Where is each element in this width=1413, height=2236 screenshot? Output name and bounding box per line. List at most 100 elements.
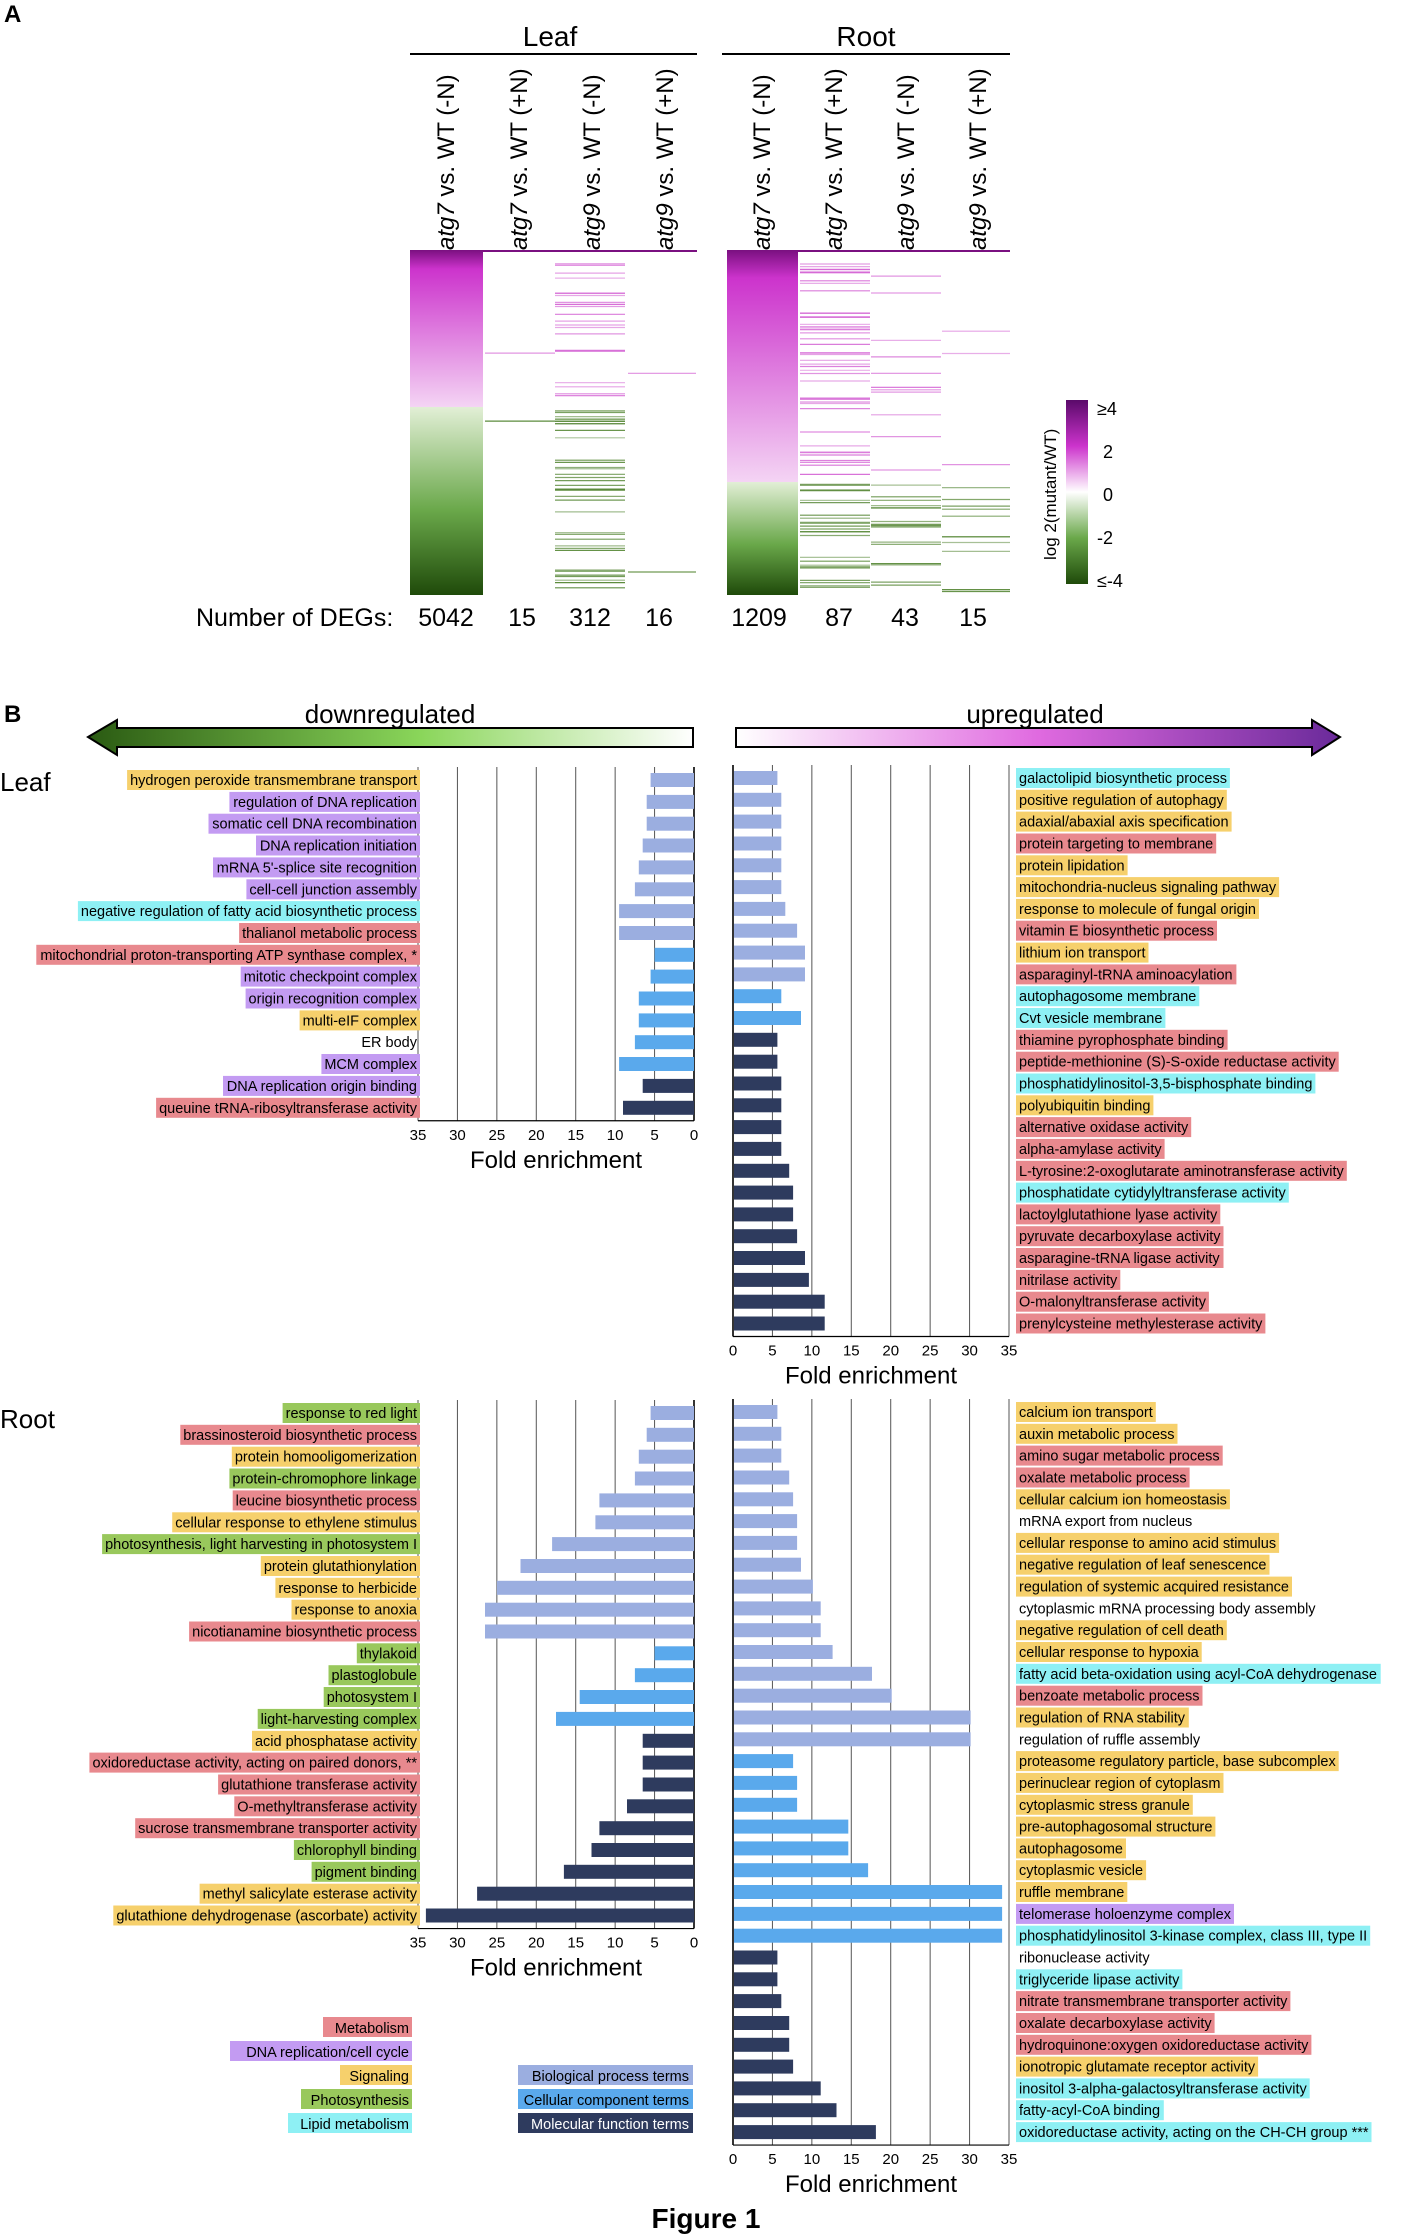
bar-label-highlight [1016,1204,1221,1225]
bar-label-highlight [1016,1751,1339,1772]
bar-label-highlight [240,966,420,987]
bar-label-highlight [1016,1029,1228,1050]
bar-label: fatty acid beta-oxidation using acyl-CoA… [1019,1667,1377,1683]
bar [734,1185,794,1200]
bar-label-highlight [1016,2100,1164,2121]
panel-b-label: B [4,701,21,728]
axis-tick-label: 25 [922,2151,939,2168]
bar [650,969,694,984]
axis-tick-label: 25 [489,1935,506,1952]
legend-text: Photosynthesis [311,2093,409,2109]
bar [634,1668,694,1683]
bar-label-highlight [1016,2034,1312,2055]
bar-label: asparaginyl-tRNA aminoacylation [1019,967,1233,983]
bar [734,1797,798,1812]
heatmap-leaf: Leaf atg7 vs. WT (-N) atg7 vs. WT (+N) a… [410,21,697,595]
bar-label-highlight [1016,833,1217,854]
bar [520,1559,694,1573]
bar-label: benzoate metabolic process [1019,1689,1200,1705]
bar [642,1733,694,1748]
bar-label: prenylcysteine methylesterase activity [1019,1317,1263,1333]
bar-label-highlight [229,1468,420,1489]
chart-1: 0 5 10 15 20 25 30 35 Fold enrichment galactolipi… [729,765,1347,1390]
bar [642,1777,694,1792]
degs-count: 15 [959,604,987,632]
bar-label: O-methyltransferase activity [237,1799,417,1815]
bar-label-highlight [1016,1663,1381,1684]
bar [734,901,786,916]
bar-label: chlorophyll binding [297,1843,417,1859]
axis-tick-label: 20 [528,1127,545,1144]
heatmap-column-label: atg7 vs. WT (+N) [821,68,848,250]
bar-label-highlight [1016,1402,1156,1422]
x-axis-title: Fold enrichment [470,1147,642,1174]
bar-label: autophagosome membrane [1019,989,1196,1005]
bar-label: galactolipid biosynthetic process [1019,771,1227,787]
legend-swatch-cc [518,2089,693,2109]
bar [734,1294,825,1309]
figure-title: Figure 1 [652,2203,761,2234]
colorbar-gradient [1066,400,1088,584]
bar [734,1405,778,1419]
bar-label-highlight [36,944,421,965]
bar-label-highlight [239,923,420,943]
axis-tick-label: 0 [690,1127,698,1144]
bar-label: telomerase holoenzyme complex [1019,1907,1232,1923]
heatmap-stripes [485,263,696,589]
bar [734,2125,876,2140]
bar-label: phosphatidylinositol 3-kinase complex, c… [1019,1929,1367,1945]
bar-label: light-harvesting complex [261,1712,418,1728]
bar-label-highlight [252,1730,420,1751]
bar-label-highlight [89,1752,421,1773]
bar-label-highlight [1016,986,1200,1007]
chart-0: 0 5 10 15 20 25 30 35 Fold enrichment hydrogen pe… [36,767,698,1174]
bar-label: inositol 3-alpha-galactosyltransferase a… [1019,2081,1307,2097]
degs-count: 87 [825,604,853,632]
bar-label: peptide-methionine (S)-S-oxide reductase… [1019,1055,1336,1071]
root-group-label: Root [836,21,895,52]
degs-count: 312 [569,604,611,632]
bar-label-highlight [1016,1467,1190,1488]
axis-tick-label: 15 [843,1343,860,1360]
bar-label-highlight [1016,1226,1224,1247]
bar-label: cellular response to amino acid stimulus [1019,1536,1276,1552]
bar [734,1032,778,1047]
bar-label-highlight [1016,2122,1372,2143]
heatmap-root: Root atg7 vs. WT (-N) atg7 vs. WT (+N) a… [722,21,1010,595]
bar [579,1690,694,1704]
term-type-legend: Biological process terms Cellular compon… [518,2065,693,2133]
bar-label-highlight [1016,1248,1224,1268]
bar-label: polyubiquitin binding [1019,1098,1150,1114]
bar-label: oxidoreductase activity, acting on the C… [1019,2125,1369,2141]
bar-label: mitotic checkpoint complex [244,970,418,986]
bar-label-highlight [1016,877,1280,898]
bar-label-highlight [323,1687,420,1707]
bar [734,1950,778,1965]
bar [734,1928,1003,1943]
axis-tick-label: 0 [729,1343,737,1360]
bar [734,814,782,829]
bar-label-highlight [1016,1117,1192,1138]
axis-tick-label: 10 [607,1935,624,1952]
bar [734,1863,869,1878]
legend-text: DNA replication/cell cycle [246,2045,409,2061]
bar [734,2016,790,2030]
bar [496,1580,694,1595]
bar-label: regulation of DNA replication [233,795,417,811]
bar-label-highlight [1016,1794,1193,1815]
bar-label-highlight [218,1774,420,1795]
bar-label: ionotropic glutamate receptor activity [1019,2060,1256,2076]
heatmap-column-label: atg9 vs. WT (+N) [965,68,992,250]
bar-label: phosphatidate cytidylyltransferase activ… [1019,1186,1287,1202]
bar-label-highlight [102,1534,420,1555]
bar [734,2103,837,2118]
bar [654,947,694,962]
bar-label-highlight [1016,2056,1259,2077]
bar-label: glutathione transferase activity [221,1778,418,1794]
bar-label-highlight [127,770,420,790]
bar [646,1427,694,1442]
bar-label: MCM complex [324,1057,417,1073]
bar [650,1406,694,1420]
bar [638,991,694,1006]
bar [734,1120,782,1135]
